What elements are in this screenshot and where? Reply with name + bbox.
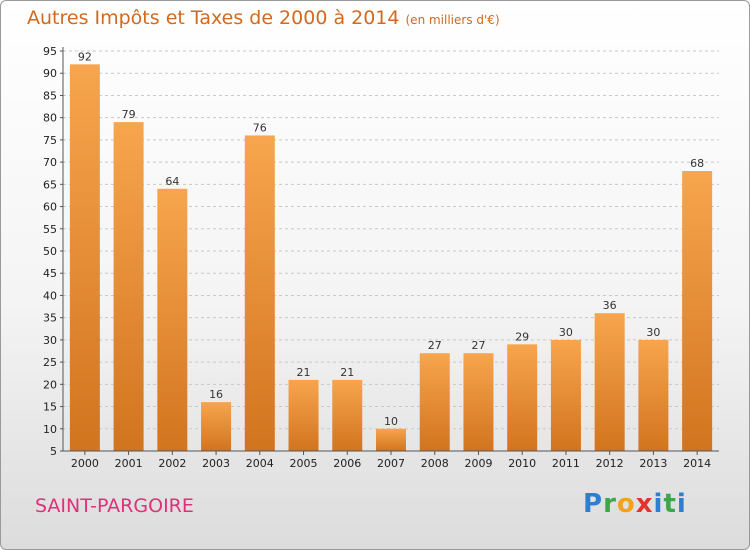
bar-2007 — [376, 428, 406, 451]
x-tick-label: 2007 — [377, 457, 405, 470]
bar-value-label: 76 — [253, 121, 267, 134]
x-tick-label: 2003 — [202, 457, 230, 470]
bar-2010 — [507, 344, 538, 451]
y-tick-label: 30 — [43, 334, 57, 347]
bar-2003 — [201, 402, 232, 451]
bar-value-label: 30 — [559, 326, 573, 339]
x-tick-label: 2009 — [464, 457, 492, 470]
bar-2002 — [157, 188, 188, 451]
bar-2006 — [332, 379, 363, 451]
x-tick-label: 2010 — [508, 457, 536, 470]
y-tick-label: 75 — [43, 134, 57, 147]
y-tick-label: 65 — [43, 178, 57, 191]
y-tick-label: 10 — [43, 423, 57, 436]
y-tick-label: 15 — [43, 401, 57, 414]
bar-2011 — [550, 339, 581, 451]
x-tick-label: 2013 — [639, 457, 667, 470]
commune-name: SAINT-PARGOIRE — [35, 495, 194, 517]
chart-title-text: Autres Impôts et Taxes de 2000 à 2014 — [27, 7, 400, 29]
bars: 92 79 64 16 76 21 21 10 27 27 29 30 36 30 68 — [69, 50, 713, 452]
bar-2012 — [594, 313, 625, 451]
y-tick-label: 85 — [43, 89, 57, 102]
y-tick-label: 70 — [43, 156, 57, 169]
x-tick-label: 2012 — [596, 457, 624, 470]
bar-2014 — [682, 171, 713, 451]
bar-value-label: 64 — [165, 175, 179, 188]
y-axis: 5 10 15 20 25 30 35 40 45 50 55 60 65 70 75 80 85 90 95 — [43, 45, 64, 458]
bar-2001 — [113, 122, 144, 451]
bar-2013 — [638, 339, 669, 451]
bar-value-label: 10 — [384, 415, 398, 428]
bar-2008 — [419, 353, 450, 451]
x-axis: 2000 2001 2002 2003 2004 2005 2006 2007 2008 2009… — [63, 450, 719, 470]
bar-value-label: 68 — [690, 157, 704, 170]
bar-value-label: 16 — [209, 388, 223, 401]
y-tick-label: 40 — [43, 289, 57, 302]
bar-value-label: 30 — [646, 326, 660, 339]
bar-value-label: 27 — [471, 339, 485, 352]
x-tick-label: 2005 — [290, 457, 318, 470]
y-tick-label: 25 — [43, 356, 57, 369]
bar-value-label: 21 — [297, 366, 311, 379]
bar-value-label: 21 — [340, 366, 354, 379]
bar-value-label: 92 — [78, 50, 92, 63]
bar-value-label: 27 — [428, 339, 442, 352]
bar-2004 — [244, 135, 275, 451]
bar-value-label: 79 — [122, 108, 136, 121]
chart-unit: (en milliers d'€) — [405, 13, 500, 27]
y-tick-label: 5 — [50, 445, 57, 458]
proxiti-logo: Proxiti — [583, 489, 687, 519]
x-tick-label: 2004 — [246, 457, 274, 470]
x-tick-label: 2002 — [158, 457, 186, 470]
y-tick-label: 35 — [43, 312, 57, 325]
y-tick-label: 80 — [43, 112, 57, 125]
x-tick-label: 2001 — [115, 457, 143, 470]
y-tick-label: 20 — [43, 378, 57, 391]
y-tick-label: 90 — [43, 67, 57, 80]
x-tick-label: 2000 — [71, 457, 99, 470]
bar-value-label: 36 — [603, 299, 617, 312]
y-tick-label: 60 — [43, 201, 57, 214]
x-tick-label: 2008 — [421, 457, 449, 470]
y-tick-label: 95 — [43, 45, 57, 58]
bar-2009 — [463, 353, 494, 451]
y-tick-label: 55 — [43, 223, 57, 236]
bar-2000 — [69, 64, 100, 452]
x-tick-label: 2014 — [683, 457, 711, 470]
bar-value-label: 29 — [515, 330, 529, 343]
x-tick-label: 2011 — [552, 457, 580, 470]
y-tick-label: 50 — [43, 245, 57, 258]
chart-title: Autres Impôts et Taxes de 2000 à 2014 (en… — [27, 7, 500, 29]
bar-2005 — [288, 379, 319, 451]
x-tick-label: 2006 — [333, 457, 361, 470]
y-tick-label: 45 — [43, 267, 57, 280]
